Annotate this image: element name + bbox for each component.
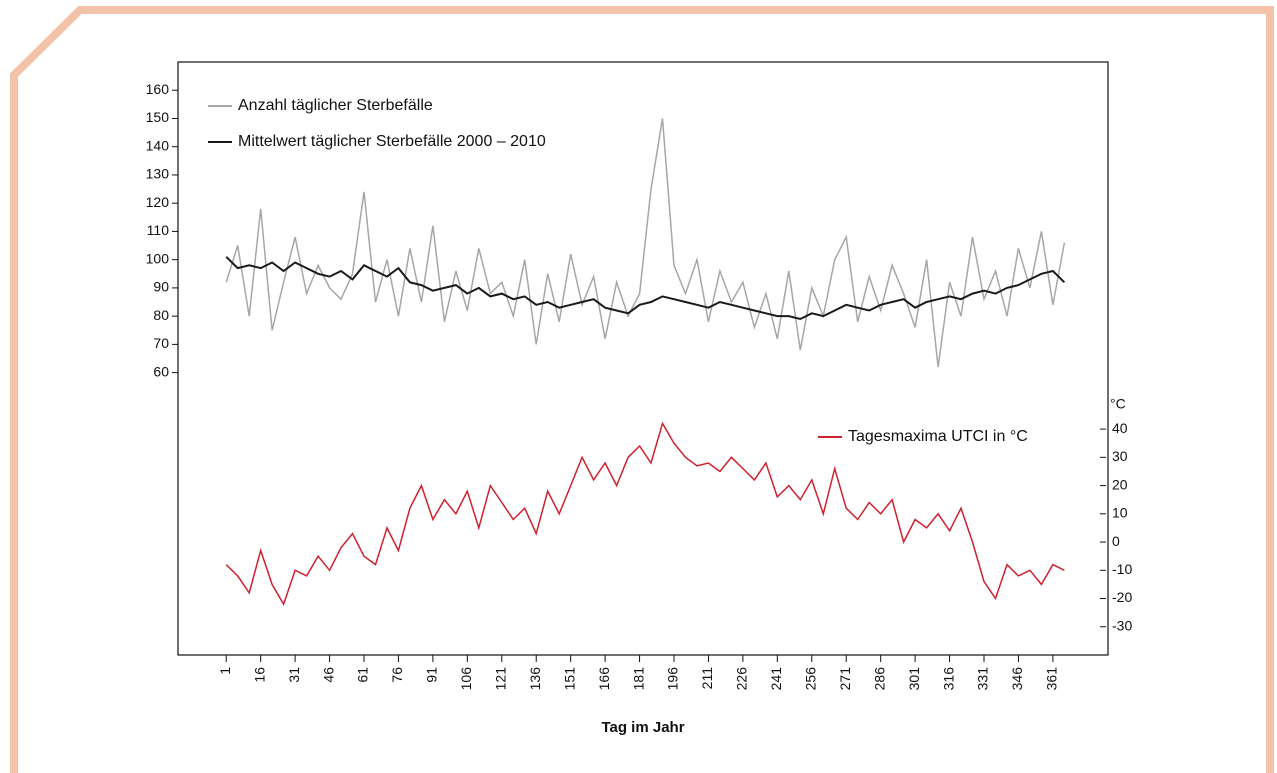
y2-tick-label: -30 (1112, 617, 1132, 633)
x-tick-label: 136 (527, 667, 543, 691)
y-tick-label: 110 (147, 222, 170, 238)
x-tick-label: 46 (320, 667, 336, 683)
x-tick-label: 121 (492, 667, 508, 691)
y2-unit: °C (1110, 396, 1126, 412)
x-tick-label: 241 (768, 667, 784, 691)
x-tick-label: 226 (734, 667, 750, 691)
y-tick-label: 120 (146, 194, 170, 210)
x-tick-label: 181 (630, 667, 646, 691)
y2-tick-label: 10 (1112, 505, 1128, 521)
y-tick-label: 60 (153, 363, 169, 379)
series-line (225, 118, 1066, 368)
frame (10, 6, 1274, 773)
x-tick-label: 316 (940, 667, 956, 691)
x-tick-label: 361 (1044, 667, 1060, 691)
y-tick-label: 160 (146, 81, 170, 97)
y2-tick-label: 40 (1112, 420, 1128, 436)
x-tick-label: 91 (424, 667, 440, 683)
x-tick-label: 76 (389, 667, 405, 683)
x-tick-label: 256 (802, 667, 818, 691)
y2-tick-label: -10 (1112, 561, 1132, 577)
y-tick-label: 140 (146, 137, 170, 153)
y-tick-label: 90 (153, 279, 169, 295)
legend-label: Mittelwert täglicher Sterbefälle 2000 – … (238, 133, 546, 150)
x-tick-label: 106 (458, 667, 474, 691)
x-tick-label: 286 (871, 667, 887, 691)
x-axis-label: Tag im Jahr (601, 719, 684, 736)
x-tick-label: 301 (906, 667, 922, 691)
y-tick-label: 100 (146, 250, 170, 266)
x-tick-label: 31 (286, 667, 302, 683)
x-tick-label: 211 (699, 667, 715, 690)
x-tick-label: 16 (251, 667, 267, 683)
y2-tick-label: 30 (1112, 448, 1128, 464)
legend-label: Anzahl täglicher Sterbefälle (238, 97, 433, 114)
plot-area (177, 61, 1109, 656)
x-tick-label: 271 (837, 667, 853, 691)
x-tick-label: 151 (561, 667, 577, 691)
x-tick-label: 166 (596, 667, 612, 691)
x-tick-label: 61 (355, 667, 371, 683)
y-tick-label: 80 (153, 307, 169, 323)
y-tick-label: 150 (146, 109, 170, 125)
y2-tick-label: 0 (1112, 533, 1120, 549)
series-line (225, 256, 1066, 321)
x-tick-label: 1 (217, 667, 233, 675)
x-tick-label: 346 (1009, 667, 1025, 691)
x-tick-label: 331 (975, 667, 991, 691)
y2-tick-label: -20 (1112, 589, 1132, 605)
legend-label: Tagesmaxima UTCI in °C (848, 428, 1028, 445)
x-tick-label: 196 (665, 667, 681, 691)
series-line (225, 421, 1065, 607)
y-tick-label: 70 (153, 335, 169, 351)
y-tick-label: 130 (146, 166, 170, 182)
y2-tick-label: 20 (1112, 476, 1128, 492)
